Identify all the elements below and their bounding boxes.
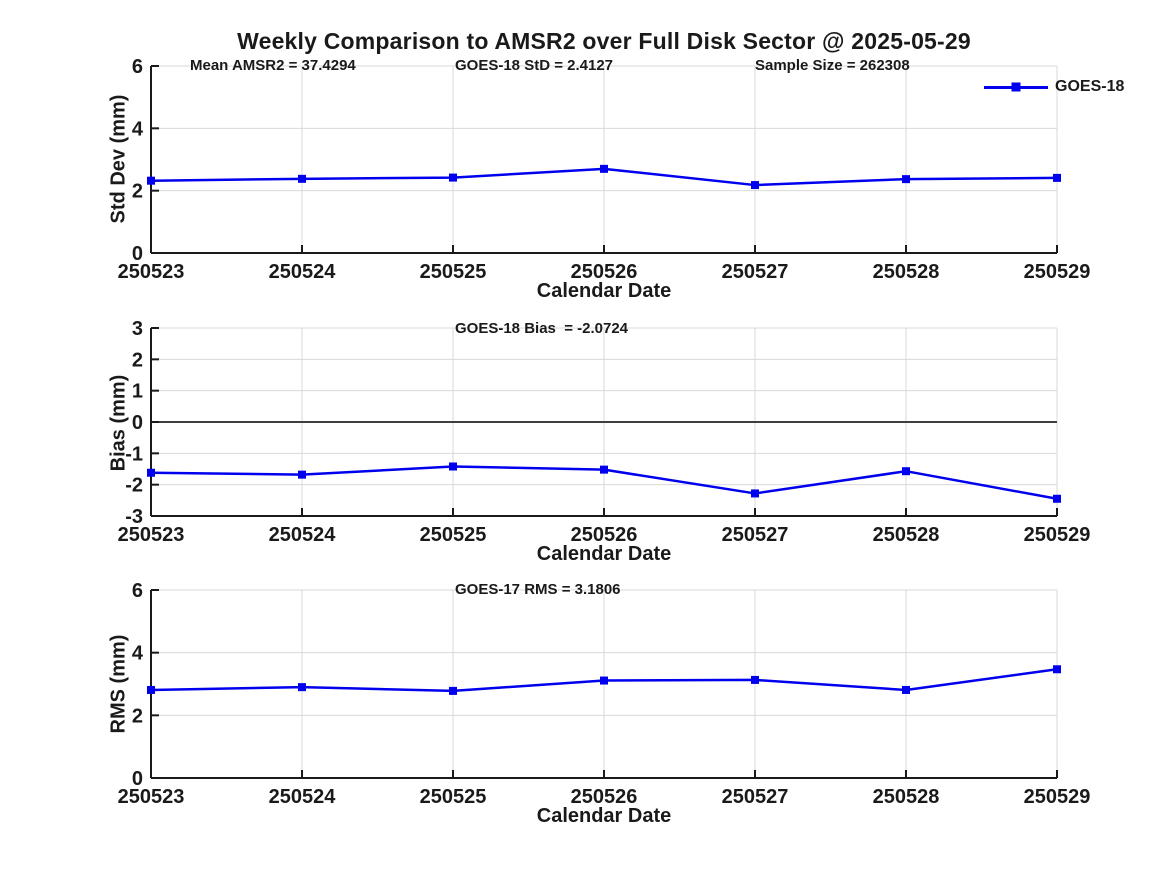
stddev-x-axis-label: Calendar Date: [536, 280, 672, 302]
svg-text:6: 6: [132, 56, 143, 78]
svg-text:250527: 250527: [722, 786, 789, 808]
subplot-0: 0 2 4 6 250523 250524 250525 250526 250527 250528…: [118, 56, 1091, 283]
svg-text:0: 0: [132, 768, 143, 790]
svg-text:250527: 250527: [722, 524, 789, 546]
svg-text:250526: 250526: [571, 786, 638, 808]
svg-text:250529: 250529: [1024, 261, 1091, 283]
svg-text:250527: 250527: [722, 261, 789, 283]
legend-square-marker-icon: [1011, 82, 1021, 92]
svg-text:250525: 250525: [420, 524, 487, 546]
rms-y-axis-label: RMS (mm): [107, 634, 130, 734]
svg-text:250523: 250523: [118, 786, 185, 808]
bias-x-axis-label: Calendar Date: [536, 543, 672, 565]
svg-text:2: 2: [132, 349, 143, 371]
svg-text:250523: 250523: [118, 261, 185, 283]
annotation-goes18-bias: GOES-18 Bias = -2.0724: [455, 320, 629, 337]
legend-label: GOES-18: [1055, 78, 1125, 95]
svg-text:250528: 250528: [873, 786, 940, 808]
svg-text:6: 6: [132, 580, 143, 602]
svg-text:0: 0: [132, 243, 143, 265]
svg-text:250528: 250528: [873, 524, 940, 546]
svg-text:0: 0: [132, 412, 143, 434]
svg-text:4: 4: [132, 118, 144, 140]
svg-text:1: 1: [132, 381, 143, 403]
legend: GOES-18: [984, 77, 1124, 97]
svg-text:250524: 250524: [269, 524, 337, 546]
svg-text:2: 2: [132, 705, 143, 727]
svg-text:250528: 250528: [873, 261, 940, 283]
svg-text:250523: 250523: [118, 524, 185, 546]
legend-line-sample: [984, 82, 1048, 92]
svg-text:250525: 250525: [420, 786, 487, 808]
annotation-mean-amsr2: Mean AMSR2 = 37.4294: [190, 57, 356, 74]
svg-text:3: 3: [132, 318, 143, 340]
svg-text:250526: 250526: [571, 261, 638, 283]
annotation-goes18-std: GOES-18 StD = 2.4127: [455, 57, 613, 74]
svg-text:250524: 250524: [269, 786, 337, 808]
svg-text:250529: 250529: [1024, 786, 1091, 808]
svg-text:250526: 250526: [571, 524, 638, 546]
annotation-sample-size: Sample Size = 262308: [755, 57, 910, 74]
subplot-1: -3 -2 -1 0 1 2 3 250523 250524 250525 250526 250527…: [118, 318, 1091, 546]
svg-text:2: 2: [132, 181, 143, 203]
svg-text:250524: 250524: [269, 261, 337, 283]
svg-text:-3: -3: [125, 506, 143, 528]
figure-title: Weekly Comparison to AMSR2 over Full Dis…: [237, 28, 971, 54]
svg-text:-1: -1: [125, 443, 143, 465]
svg-text:4: 4: [132, 643, 144, 665]
annotation-goes17-rms: GOES-17 RMS = 3.1806: [455, 581, 621, 598]
svg-text:250525: 250525: [420, 261, 487, 283]
rms-x-axis-label: Calendar Date: [536, 805, 672, 827]
svg-text:250529: 250529: [1024, 524, 1091, 546]
stddev-y-axis-label: Std Dev (mm): [107, 94, 130, 224]
bias-y-axis-label: Bias (mm): [107, 374, 130, 472]
svg-text:-2: -2: [125, 475, 143, 497]
subplot-2: 0 2 4 6 250523 250524 250525 250526 250527 250528…: [118, 580, 1091, 808]
